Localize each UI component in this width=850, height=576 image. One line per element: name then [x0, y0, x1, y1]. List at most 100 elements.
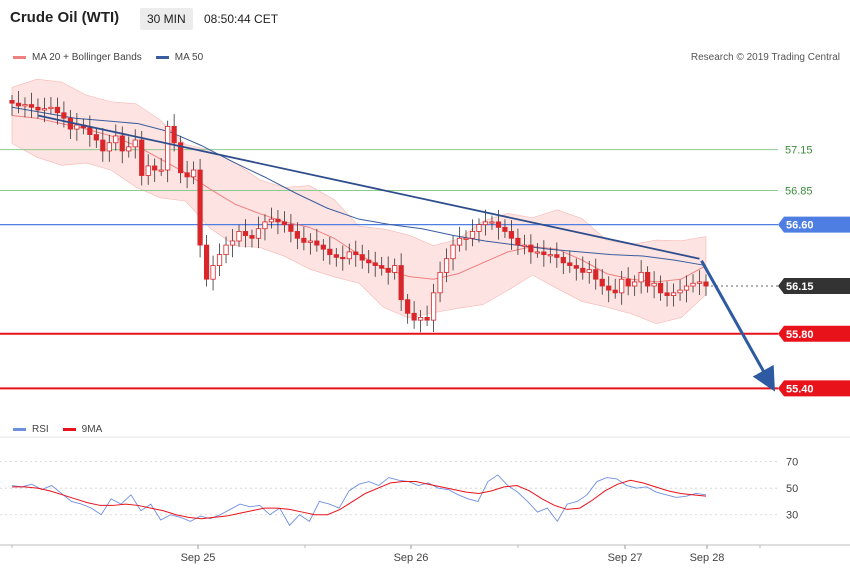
ma20-line	[11, 114, 707, 283]
candle-body	[165, 125, 171, 171]
candle-body	[398, 265, 404, 301]
projection-arrow	[700, 259, 775, 392]
candle	[683, 275, 690, 303]
level-label-56.15: 56.15	[786, 281, 814, 293]
candle-body	[625, 278, 631, 287]
moving-averages-layer	[11, 106, 707, 283]
candle	[379, 256, 385, 276]
copyright-text: Research © 2019 Trading Central	[690, 52, 840, 63]
candle-body	[482, 221, 489, 226]
x-axis: Sep 25 Sep 26 Sep 27 Sep 28	[0, 544, 850, 564]
candle-body	[320, 244, 326, 250]
candle-body	[152, 165, 158, 171]
candle-body	[515, 237, 521, 246]
candle	[327, 236, 333, 265]
candle-body	[632, 281, 638, 287]
candle-body	[249, 235, 255, 239]
ma20-legend-label: MA 20 + Bollinger Bands	[32, 52, 142, 63]
candle	[48, 97, 54, 115]
candle-body	[327, 248, 333, 256]
candle	[554, 242, 560, 268]
x-label-Sep-25: Sep 25	[181, 552, 216, 564]
candle-body	[242, 231, 249, 236]
candle	[560, 251, 566, 275]
candle-body	[385, 267, 391, 273]
chart-header: Crude Oil (WTI) 30 MIN 08:50:44 CET	[0, 0, 850, 38]
candle-body	[593, 269, 599, 280]
candle	[74, 113, 80, 141]
x-label-Sep-28: Sep 28	[690, 552, 725, 564]
timeframe-button[interactable]: 30 MIN	[140, 8, 193, 30]
rsi-tick-70: 70	[786, 457, 798, 469]
candle	[528, 234, 534, 264]
candle-body	[15, 102, 22, 107]
candle-body	[670, 292, 677, 296]
candle-body	[619, 278, 625, 294]
candle-body	[223, 244, 229, 256]
candle	[41, 97, 48, 123]
candle-body	[35, 106, 41, 111]
candle-body	[469, 231, 476, 239]
candle-body	[255, 228, 262, 239]
candle	[223, 236, 229, 264]
instrument-title: Crude Oil (WTI)	[10, 9, 120, 26]
candle-body	[638, 271, 644, 283]
candle	[15, 90, 22, 114]
candle-body	[333, 254, 339, 258]
candle-body	[74, 124, 80, 130]
candle	[152, 158, 158, 182]
candle-body	[573, 265, 579, 269]
candle	[242, 219, 249, 248]
candle-body	[288, 224, 294, 232]
rsi-swatch	[13, 428, 26, 431]
candle-body	[178, 142, 184, 174]
candle-body	[126, 146, 132, 152]
candle-body	[340, 256, 346, 260]
rsi-legend-label: RSI	[32, 424, 49, 435]
rsi-legend: RSI 9MA	[13, 424, 102, 435]
candle	[87, 115, 93, 147]
candle	[567, 250, 573, 273]
candle	[216, 243, 223, 276]
ma50-legend-label: MA 50	[174, 52, 204, 63]
candle-body	[580, 267, 586, 273]
candle	[619, 270, 625, 305]
level-label-57.15: 57.15	[785, 145, 813, 157]
candle	[586, 260, 592, 284]
candle-body	[657, 282, 664, 294]
candle-body	[184, 172, 190, 178]
candle	[690, 274, 696, 293]
candle	[281, 211, 288, 233]
candle	[469, 219, 476, 247]
candle	[606, 276, 612, 303]
candle-body	[683, 285, 690, 291]
candle-body	[696, 281, 703, 284]
candle-body	[547, 254, 553, 257]
candle	[599, 269, 605, 295]
candle	[255, 216, 262, 249]
candle	[61, 101, 67, 128]
rsi-panel: 30 50 70	[0, 457, 798, 527]
candle	[203, 235, 210, 287]
candle-body	[359, 254, 365, 261]
candle	[418, 310, 424, 333]
candle-body	[690, 282, 696, 287]
candle-body	[456, 237, 463, 246]
candle	[398, 253, 404, 311]
candle-body	[677, 289, 683, 294]
candle	[210, 255, 216, 291]
candle	[502, 219, 508, 238]
candle	[580, 256, 586, 280]
candle-body	[132, 139, 138, 148]
candle	[307, 233, 313, 255]
candle	[632, 275, 638, 296]
candle-body	[28, 104, 35, 108]
candle-body	[443, 258, 450, 273]
candle	[521, 234, 527, 255]
rsi-line	[11, 474, 707, 527]
level-tag-55.80	[778, 325, 850, 342]
candle-body	[411, 312, 417, 321]
candle	[9, 95, 15, 116]
trendline-layer	[37, 114, 775, 392]
